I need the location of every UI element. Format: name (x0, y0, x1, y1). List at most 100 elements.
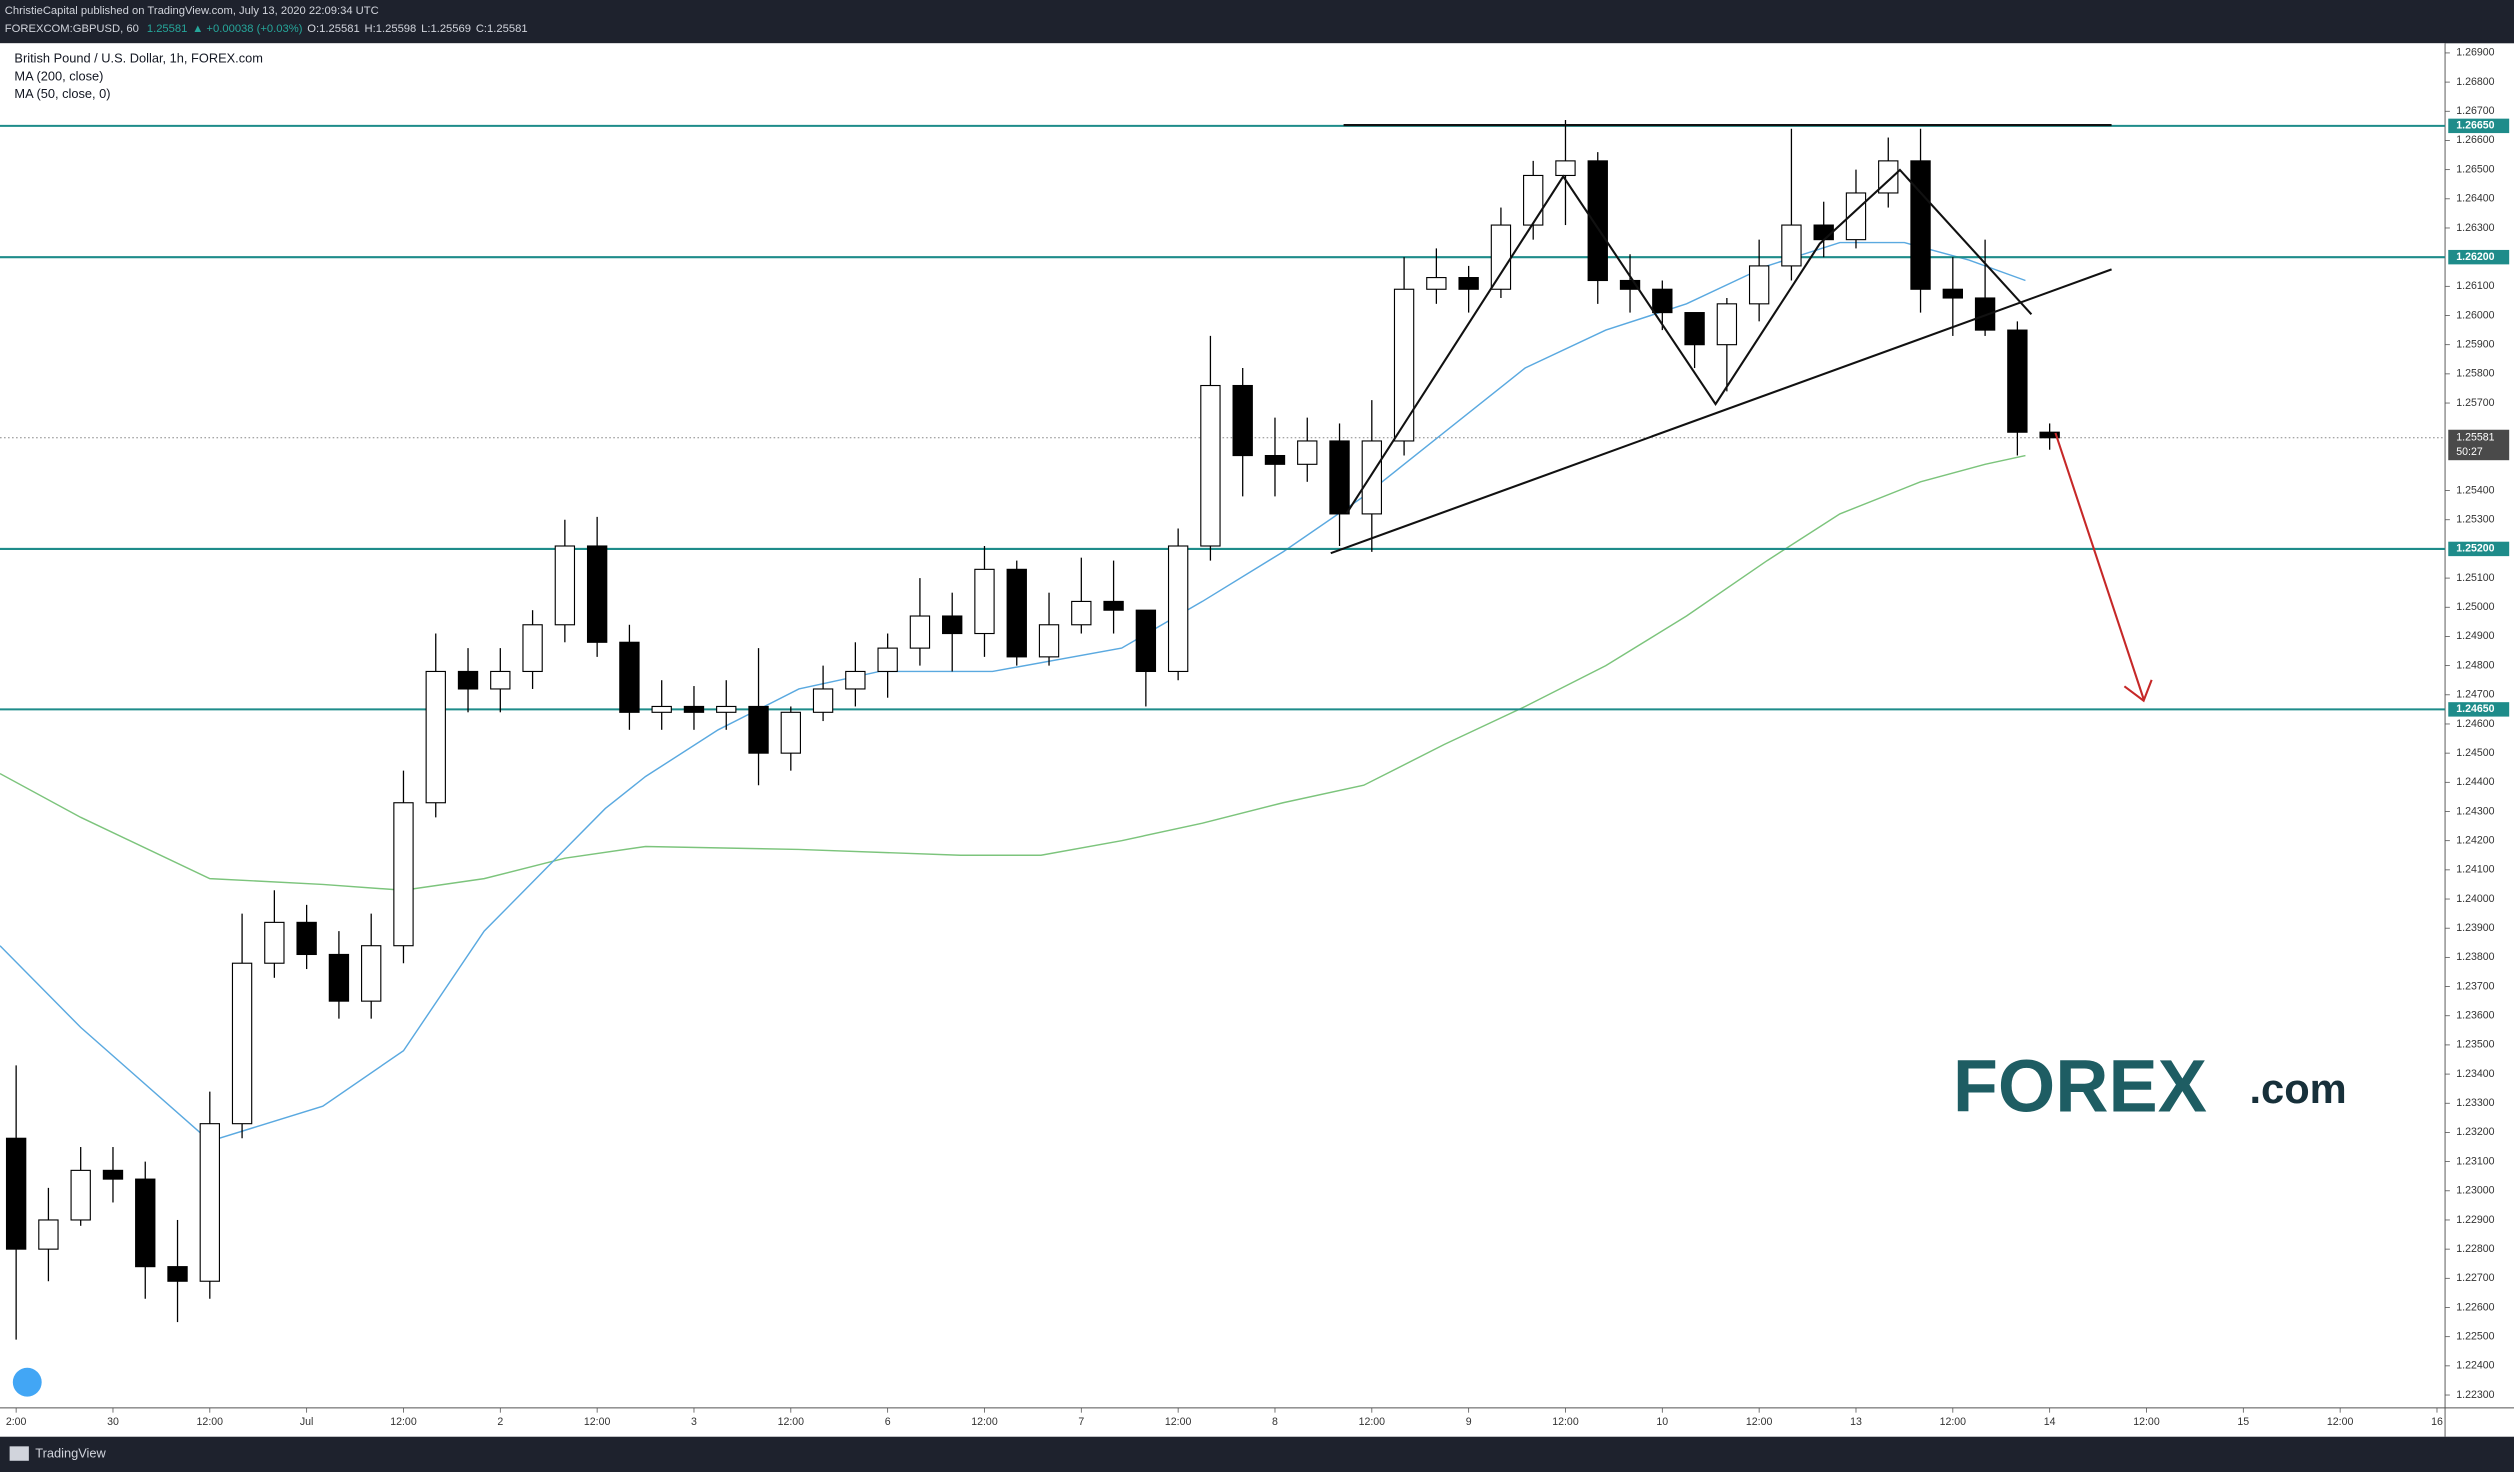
candle-body (1297, 440, 1318, 465)
close: C:1.25581 (476, 23, 528, 35)
candle-body (780, 711, 801, 754)
x-tick-label: 2:00 (6, 1416, 27, 1428)
y-tick-label: 1.22300 (2456, 1389, 2494, 1401)
y-tick-label: 1.22900 (2456, 1214, 2494, 1226)
y-tick-label: 1.24200 (2456, 834, 2494, 846)
pattern-line (1345, 168, 2033, 514)
candle-body (264, 921, 285, 964)
x-tick-label: 12:00 (778, 1416, 805, 1428)
candle-body (1458, 277, 1479, 290)
x-tick-label: 13 (1850, 1416, 1862, 1428)
x-tick-label: 12:00 (1359, 1416, 1386, 1428)
candle-body (1490, 224, 1512, 290)
candle-body (909, 615, 931, 649)
y-tick-label: 1.23800 (2456, 951, 2494, 963)
level-label-bg (2448, 118, 2510, 134)
candle-body (1748, 265, 1770, 305)
y-tick-label: 1.25000 (2456, 601, 2494, 613)
y-tick-label: 1.25100 (2456, 572, 2494, 584)
change: ▲ +0.00038 (+0.03%) (192, 23, 303, 35)
y-tick-label: 1.26000 (2456, 309, 2494, 321)
level-label: 1.26650 (2456, 120, 2494, 132)
tv-button[interactable] (12, 1367, 42, 1397)
watermark-suffix: .com (2249, 1065, 2346, 1112)
low: L:1.25569 (421, 23, 471, 35)
candle-body (1361, 440, 1382, 515)
candle-body (296, 921, 317, 956)
legend-entry: MA (200, close) (14, 68, 103, 83)
candle-body (748, 705, 769, 754)
candle-body (70, 1169, 91, 1221)
x-tick-label: 14 (2044, 1416, 2056, 1428)
x-tick-label: 30 (107, 1416, 119, 1428)
candle-body (2007, 329, 2028, 433)
level-label-bg (2448, 541, 2510, 557)
footer-bar (0, 1436, 2514, 1472)
high: H:1.25598 (365, 23, 417, 35)
candle-body (1555, 160, 1576, 177)
y-tick-label: 1.24300 (2456, 805, 2494, 817)
y-tick-label: 1.26900 (2456, 47, 2494, 59)
candle-body (1910, 160, 1931, 290)
y-tick-label: 1.25800 (2456, 368, 2494, 380)
candle-body (619, 641, 640, 713)
candle-body (877, 647, 898, 673)
candle-body (457, 670, 479, 690)
x-tick-label: Jul (300, 1416, 314, 1428)
neckline (1330, 268, 2112, 555)
x-tick-label: 12:00 (197, 1416, 224, 1428)
candle-body (683, 705, 705, 713)
open: O:1.25581 (307, 23, 359, 35)
x-tick-label: 16 (2431, 1416, 2443, 1428)
y-tick-label: 1.24900 (2456, 630, 2494, 642)
candle-body (1200, 384, 1221, 547)
drawings (1330, 124, 2112, 555)
candle-body (1135, 609, 1157, 673)
candle-body (38, 1219, 59, 1250)
candle-body (167, 1266, 188, 1282)
y-tick-label: 1.26400 (2456, 193, 2494, 205)
symbol-line: FOREXCOM:GBPUSD, 60 1.25581 ▲ +0.00038 (+0… (5, 23, 528, 35)
candle-body (1393, 288, 1415, 442)
candle-body (1652, 288, 1673, 314)
y-tick-label: 1.22800 (2456, 1243, 2494, 1255)
x-tick-label: 12:00 (2327, 1416, 2354, 1428)
candle-body (1264, 454, 1286, 465)
header-bar (0, 0, 2514, 44)
y-tick-label: 1.26100 (2456, 280, 2494, 292)
x-tick-label: 8 (1272, 1416, 1278, 1428)
candle-body (716, 705, 737, 713)
last-price-label: 1.25581 (2456, 432, 2494, 444)
y-tick-label: 1.25300 (2456, 514, 2494, 526)
y-tick-label: 1.24100 (2456, 864, 2494, 876)
countdown: 50:27 (2456, 446, 2483, 458)
candle-body (586, 545, 608, 643)
candle-body (1006, 568, 1027, 658)
y-tick-label: 1.23400 (2456, 1068, 2494, 1080)
last-price-bg (2448, 429, 2510, 461)
candle-body (393, 802, 414, 947)
candle-body (231, 962, 253, 1125)
footer-logo (9, 1446, 29, 1461)
level-label: 1.24650 (2456, 703, 2494, 715)
candle-body (651, 705, 672, 713)
x-tick-label: 2 (497, 1416, 503, 1428)
candle-body (199, 1123, 220, 1282)
candle-body (2039, 431, 2060, 439)
candle-body (1619, 279, 1641, 290)
y-tick-label: 1.23500 (2456, 1039, 2494, 1051)
candle-body (1071, 600, 1092, 626)
candle-body (974, 568, 995, 635)
watermark: FOREX (1953, 1044, 2207, 1127)
x-tick-label: 15 (2237, 1416, 2249, 1428)
y-tick-label: 1.24600 (2456, 718, 2494, 730)
candle-body (1038, 624, 1060, 658)
candle-body (5, 1137, 27, 1250)
chart-title: British Pound / U.S. Dollar, 1h, FOREX.c… (14, 51, 263, 66)
y-tick-label: 1.23700 (2456, 980, 2494, 992)
plot-area (0, 43, 2446, 1408)
level-label: 1.26200 (2456, 251, 2494, 263)
legend-entry: MA (50, close, 0) (14, 86, 110, 101)
x-tick-label: 12:00 (390, 1416, 417, 1428)
